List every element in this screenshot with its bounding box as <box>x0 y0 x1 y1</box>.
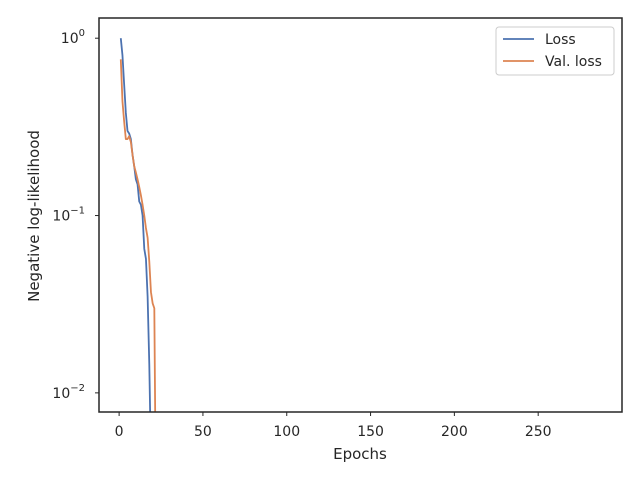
x-axis-label: Epochs <box>333 445 387 463</box>
y-tick-label: 10−2 <box>52 383 85 402</box>
x-tick-label: 0 <box>115 424 124 440</box>
plot-background <box>99 18 622 412</box>
legend-label-val-loss: Val. loss <box>545 54 602 70</box>
y-axis-label: Negative log-likelihood <box>25 130 43 302</box>
y-tick-label: 100 <box>61 28 85 47</box>
legend: Loss Val. loss <box>495 26 615 76</box>
x-tick-label: 50 <box>194 424 212 440</box>
x-tick-label: 100 <box>273 424 300 440</box>
y-tick-label: 10−1 <box>52 206 85 225</box>
series-line-loss <box>119 38 152 413</box>
x-tick-label: 200 <box>441 424 468 440</box>
series-layer <box>119 38 157 413</box>
y-ticks: 100 10−1 10−2 <box>52 28 99 402</box>
plot-frame <box>98 17 623 413</box>
x-tick-label: 150 <box>357 424 384 440</box>
x-tick-label: 250 <box>525 424 552 440</box>
series-line-val-loss <box>119 59 157 413</box>
x-ticks: 0 50 100 150 200 250 <box>115 412 552 440</box>
legend-label-loss: Loss <box>545 32 576 48</box>
